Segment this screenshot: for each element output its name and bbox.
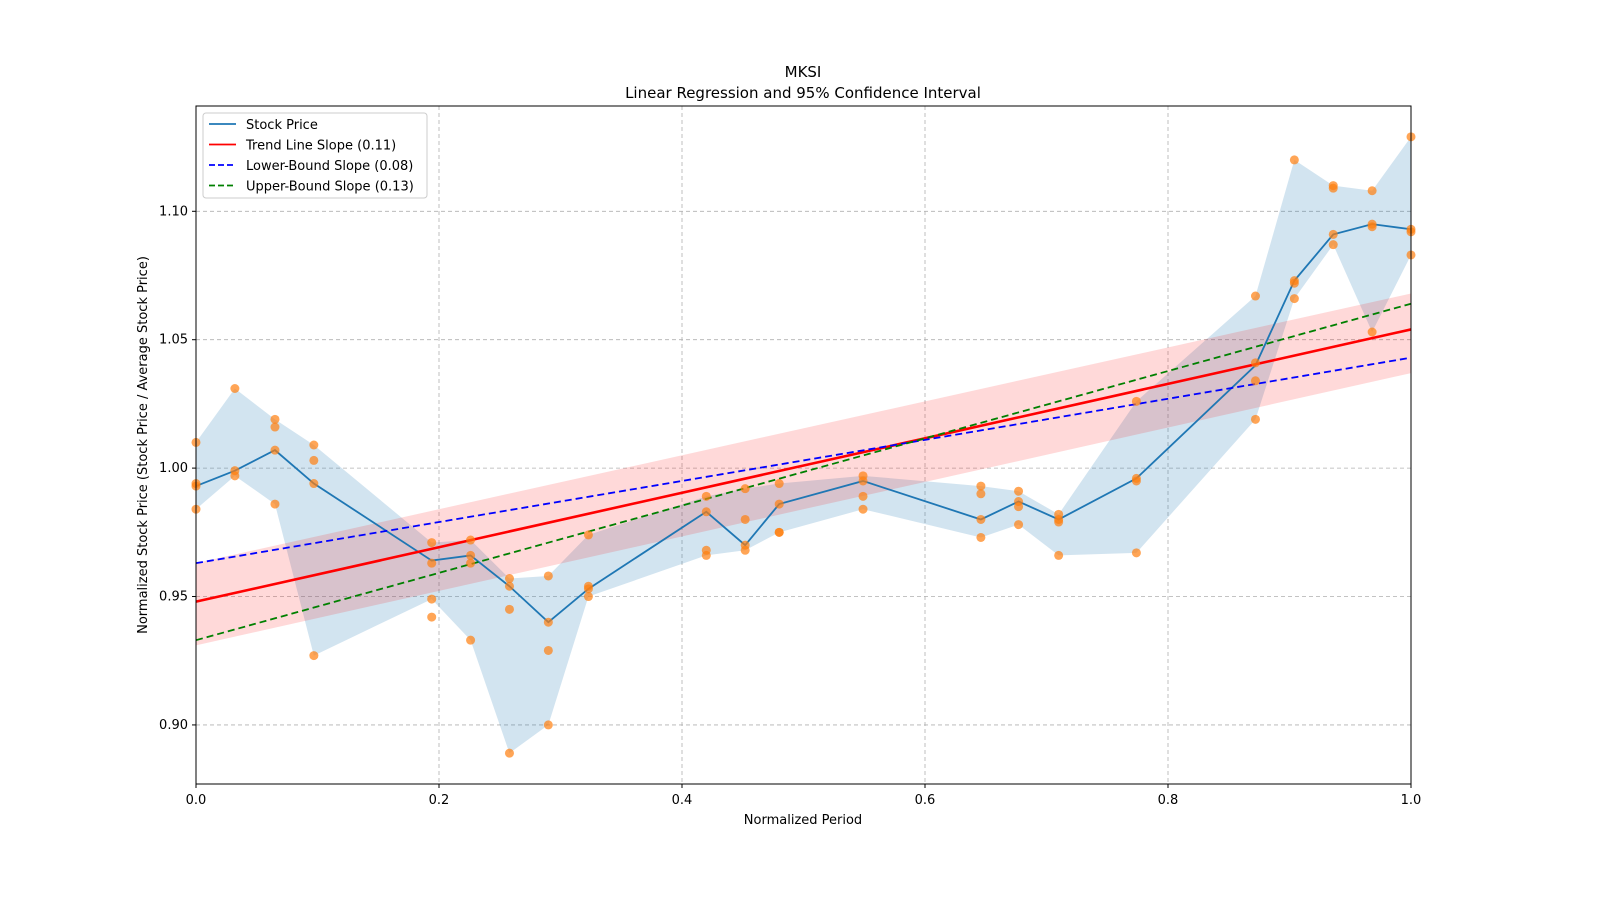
scatter-point — [427, 594, 437, 604]
legend: Stock Price Trend Line Slope (0.11) Lower-… — [202, 112, 428, 199]
scatter-point — [230, 384, 240, 393]
scatter-point — [1367, 327, 1377, 337]
scatter-point — [1014, 520, 1024, 530]
scatter-point — [270, 499, 280, 509]
bands — [196, 136, 1411, 754]
x-tick-label: 0.4 — [672, 793, 693, 808]
lower-bound-line — [195, 356, 1412, 565]
scatter-point — [1328, 240, 1338, 250]
scatter-point — [504, 604, 514, 614]
confidence-interval-band — [196, 293, 1411, 646]
chart-title: MKSI — [785, 63, 822, 81]
scatter-point — [1250, 376, 1260, 386]
y-axis-title: Normalized Stock Price (Stock Price / Av… — [136, 256, 151, 634]
plot-frame — [195, 105, 1412, 785]
scatter-point — [427, 612, 437, 622]
scatter-point — [976, 532, 986, 542]
scatter-point — [466, 535, 476, 545]
scatter-point — [504, 574, 514, 584]
x-tick-label: 0.6 — [915, 793, 936, 808]
scatter-point — [270, 414, 280, 424]
y-tick-label: 1.00 — [159, 461, 188, 476]
scatter-point — [270, 422, 280, 432]
scatter-point — [466, 635, 476, 645]
scatter-point — [774, 479, 784, 489]
scatter-point — [1014, 486, 1024, 496]
scatter-point — [858, 491, 868, 501]
scatter-point — [504, 581, 514, 591]
scatter-point — [774, 499, 784, 509]
scatter-point — [1367, 222, 1377, 232]
scatter-point — [1250, 414, 1260, 424]
scatter-point — [1014, 502, 1024, 512]
legend-label: Stock Price — [246, 118, 318, 133]
scatter-point — [309, 479, 319, 489]
scatter-point — [1367, 186, 1377, 196]
scatter-point — [774, 527, 784, 537]
x-axis-title: Normalized Period — [744, 813, 862, 828]
scatter-point — [230, 471, 240, 481]
legend-label: Trend Line Slope (0.11) — [245, 139, 396, 154]
scatter-point — [1131, 548, 1141, 558]
scatter-point — [858, 504, 868, 514]
trend-line — [195, 328, 1412, 603]
scatter-point — [427, 538, 437, 548]
scatter-point — [1289, 278, 1299, 288]
scatter-point — [583, 584, 593, 594]
chart-subtitle: Linear Regression and 95% Confidence Int… — [625, 84, 981, 102]
x-tick-label: 1.0 — [1401, 793, 1422, 808]
scatter-point — [1328, 229, 1338, 239]
scatter-point — [583, 592, 593, 602]
scatter-point — [1054, 550, 1064, 560]
scatter-point — [543, 617, 553, 627]
scatter-points — [191, 132, 1416, 758]
scatter-point — [543, 645, 553, 655]
scatter-point — [1131, 396, 1141, 406]
scatter-point — [309, 651, 319, 661]
stock-price-line — [195, 223, 1412, 624]
lines — [195, 223, 1412, 642]
scatter-point — [740, 545, 750, 555]
x-tick-label: 0.2 — [429, 793, 450, 808]
stock-price-range-band — [196, 136, 1411, 754]
scatter-point — [1250, 358, 1260, 368]
scatter-point — [1131, 476, 1141, 486]
legend-label: Upper-Bound Slope (0.13) — [246, 180, 414, 195]
scatter-point — [701, 550, 711, 560]
scatter-point — [270, 445, 280, 455]
scatter-point — [504, 748, 514, 758]
scatter-point — [740, 514, 750, 524]
axis-ticks: 0.0 0.2 0.4 0.6 0.8 1.0 0.90 0.95 1.00 1.05 1.10 — [159, 204, 1421, 808]
scatter-point — [976, 514, 986, 524]
scatter-point — [1328, 183, 1338, 193]
x-tick-label: 0.0 — [186, 793, 207, 808]
scatter-point — [309, 440, 319, 450]
scatter-point — [740, 484, 750, 494]
scatter-point — [1250, 291, 1260, 301]
scatter-point — [466, 558, 476, 568]
y-tick-label: 0.95 — [159, 590, 188, 605]
scatter-point — [1289, 155, 1299, 165]
scatter-point — [976, 489, 986, 499]
scatter-point — [1289, 294, 1299, 304]
scatter-point — [583, 530, 593, 540]
x-tick-label: 0.8 — [1158, 793, 1179, 808]
legend-box — [202, 112, 428, 199]
legend-label: Lower-Bound Slope (0.08) — [246, 159, 413, 174]
scatter-point — [543, 571, 553, 581]
scatter-point — [976, 481, 986, 491]
scatter-point — [466, 550, 476, 560]
y-tick-label: 1.05 — [159, 333, 188, 348]
scatter-point — [309, 455, 319, 465]
y-tick-label: 0.90 — [159, 718, 188, 733]
scatter-point — [858, 476, 868, 486]
upper-bound-line — [195, 302, 1412, 642]
scatter-point — [1054, 517, 1064, 527]
y-tick-label: 1.10 — [159, 204, 188, 219]
scatter-point — [701, 507, 711, 517]
scatter-point — [427, 558, 437, 568]
scatter-point — [701, 491, 711, 501]
scatter-point — [543, 720, 553, 730]
